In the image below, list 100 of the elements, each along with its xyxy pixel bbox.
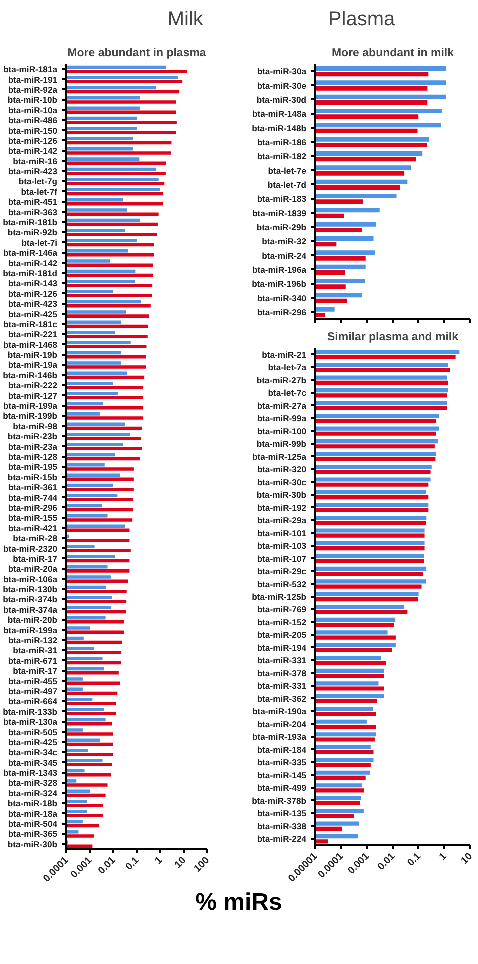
- y-tick-label: bta-miR-181d: [3, 268, 58, 278]
- y-tick-label: bta-miR-191: [8, 74, 58, 85]
- y-tick-label: bta-miR-19b: [8, 350, 58, 360]
- y-tick-label: bta-miR-30e: [257, 80, 307, 91]
- y-tick-label: bta-miR-196a: [252, 264, 307, 275]
- y-tick-label: bta-let-7g: [18, 176, 58, 187]
- y-tick-label: bta-miR-181a: [4, 64, 58, 75]
- y-tick-label: bta-miR-152: [257, 617, 307, 628]
- y-tick-label: bta-miR-99b: [256, 439, 307, 450]
- y-tick-label: bta-miR-32: [262, 236, 307, 247]
- y-tick-label: bta-miR-135: [257, 808, 307, 819]
- y-tick-label: bta-miR-181c: [4, 319, 58, 330]
- y-tick-label: bta-miR-150: [8, 126, 58, 136]
- y-tick-label: bta-miR-340: [257, 293, 307, 304]
- y-tick-label: bta-let-7i: [22, 238, 58, 248]
- y-tick-label: bta-miR-195: [8, 462, 58, 472]
- y-tick-label: bta-miR-29a: [257, 516, 307, 526]
- y-tick-label: bta-miR-362: [257, 694, 307, 704]
- y-tick-label: bta-miR-320: [257, 464, 307, 475]
- y-tick-label: bta-miR-423: [8, 166, 58, 177]
- y-tick-label: bta-miR-361: [8, 482, 58, 493]
- y-tick-label: bta-let-7a: [268, 362, 307, 373]
- y-tick-label: bta-miR-222: [8, 380, 58, 391]
- y-tick-label: bta-miR-497: [8, 686, 58, 696]
- y-tick-label: bta-miR-92b: [8, 228, 58, 238]
- y-tick-label: bta-miR-671: [8, 656, 58, 666]
- y-tick-label: bta-miR-23b: [8, 432, 58, 442]
- y-tick-label: bta-miR-374b: [3, 594, 58, 605]
- y-tick-label: bta-miR-146a: [4, 248, 58, 258]
- y-tick-label: bta-miR-769: [257, 604, 307, 615]
- y-tick-label: bta-miR-155: [8, 513, 58, 524]
- y-tick-label: bta-miR-128: [8, 452, 58, 462]
- y-tick-label: bta-miR-142: [8, 146, 58, 156]
- y-tick-label: bta-miR-224: [257, 834, 307, 844]
- y-tick-label: bta-miR-145: [257, 770, 307, 780]
- y-tick-label: bta-miR-29b: [256, 222, 307, 232]
- y-tick-label: bta-miR-101: [257, 528, 307, 538]
- y-tick-label: bta-miR-99a: [257, 414, 307, 424]
- y-tick-label: bta-miR-100: [257, 426, 307, 436]
- y-tick-label: bta-miR-324: [8, 788, 58, 798]
- y-tick-label: bta-miR-199b: [3, 411, 58, 422]
- y-tick-label: bta-miR-331: [257, 656, 307, 666]
- x-axis-title: % miRs: [196, 888, 282, 918]
- y-tick-label: bta-miR-374a: [4, 604, 58, 615]
- y-tick-label: bta-miR-30c: [257, 477, 307, 488]
- y-tick-label: bta-miR-296: [257, 307, 307, 318]
- y-tick-label: bta-miR-10b: [8, 95, 58, 106]
- y-tick-label: bta-miR-17: [13, 666, 58, 676]
- y-tick-label: bta-miR-451: [8, 197, 58, 208]
- y-tick-label: bta-miR-221: [8, 330, 58, 340]
- y-tick-label: bta-miR-184: [257, 744, 307, 755]
- y-tick-label: bta-miR-143: [8, 278, 58, 289]
- x-tick-label: 10: [172, 855, 189, 871]
- y-tick-label: bta-miR-133b: [3, 706, 58, 717]
- y-tick-label: bta-miR-130b: [3, 584, 58, 595]
- y-tick-label: bta-miR-21: [262, 350, 307, 360]
- chart-title: Similar plasma and milk: [327, 332, 460, 344]
- y-tick-label: bta-miR-27b: [256, 375, 307, 386]
- y-tick-label: bta-miR-296: [8, 502, 58, 513]
- y-tick-label: bta-miR-17: [13, 554, 58, 564]
- y-tick-label: bta-miR-423: [8, 299, 58, 310]
- y-tick-label: bta-miR-23a: [8, 442, 58, 452]
- y-tick-label: bta-let-7c: [268, 388, 307, 398]
- y-tick-label: bta-miR-378: [257, 668, 307, 678]
- x-tick-label: 1: [153, 855, 166, 868]
- series-label: Milk: [168, 8, 204, 32]
- y-tick-label: bta-miR-34c: [8, 748, 58, 758]
- y-tick-label: bta-miR-192: [257, 502, 307, 513]
- x-tick-label: 0.1: [124, 855, 142, 873]
- y-tick-label: bta-let-7d: [268, 180, 306, 190]
- y-tick-label: bta-miR-142: [8, 258, 58, 268]
- y-tick-label: bta-let-7e: [268, 166, 307, 176]
- y-tick-label: bta-miR-199a: [4, 401, 58, 412]
- y-tick-label: bta-miR-18a: [8, 808, 58, 819]
- y-tick-label: bta-miR-338: [257, 821, 307, 832]
- y-tick-label: bta-miR-205: [257, 630, 307, 640]
- y-tick-label: bta-miR-335: [257, 758, 307, 768]
- y-tick-label: bta-miR-20a: [8, 564, 58, 574]
- y-tick-label: bta-miR-125b: [252, 592, 306, 602]
- y-tick-label: bta-miR-664: [8, 696, 58, 707]
- y-tick-label: bta-miR-331: [257, 681, 307, 692]
- y-tick-label: bta-miR-532: [257, 579, 307, 590]
- y-tick-label: bta-miR-10a: [8, 105, 58, 116]
- y-tick-label: bta-miR-378b: [252, 796, 306, 806]
- y-tick-label: bta-let-7f: [21, 186, 58, 197]
- x-tick-label: 1: [438, 851, 450, 864]
- y-tick-label: bta-miR-365: [8, 829, 58, 840]
- y-tick-label: bta-miR-127: [8, 390, 58, 401]
- y-tick-label: bta-miR-504: [8, 819, 58, 830]
- y-tick-label: bta-miR-186: [257, 137, 307, 148]
- y-tick-label: bta-miR-30b: [8, 839, 58, 850]
- y-tick-label: bta-miR-182: [257, 152, 307, 162]
- y-tick-label: bta-miR-328: [8, 778, 58, 788]
- y-tick-label: bta-miR-1839: [252, 208, 307, 218]
- chart-title: More abundant in plasma: [68, 48, 207, 60]
- y-tick-label: bta-miR-181b: [3, 218, 58, 228]
- y-tick-label: bta-miR-125a: [252, 452, 307, 462]
- y-tick-label: bta-miR-132: [8, 636, 58, 646]
- y-tick-label: bta-miR-193a: [252, 732, 307, 742]
- y-tick-label: bta-miR-126: [8, 136, 58, 146]
